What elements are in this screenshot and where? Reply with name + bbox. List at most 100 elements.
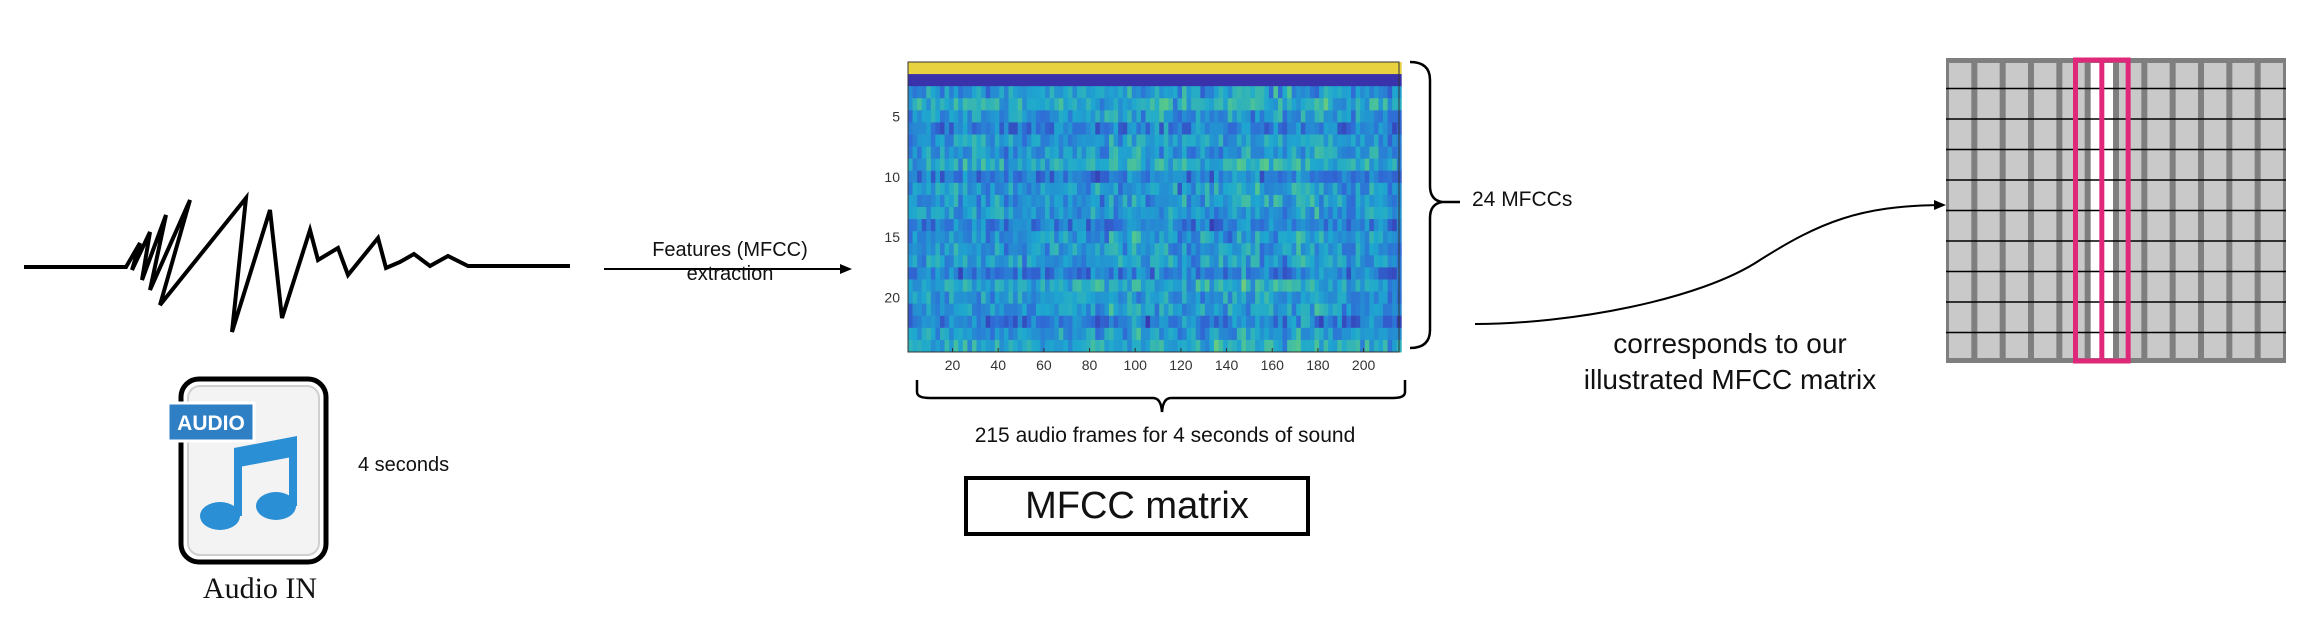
- heatmap-cell: [912, 98, 918, 111]
- heatmap-cell: [990, 207, 996, 220]
- heatmap-cell: [1045, 158, 1050, 172]
- heatmap-cell: [1241, 207, 1247, 220]
- heatmap-cell: [1309, 86, 1315, 99]
- heatmap-cell: [1309, 134, 1315, 147]
- heatmap-cell: [1086, 303, 1092, 317]
- heatmap-cell: [908, 207, 913, 220]
- heatmap-cell: [1328, 98, 1334, 111]
- heatmap-cell: [1145, 315, 1151, 329]
- heatmap-cell: [1218, 291, 1224, 305]
- heatmap-cell: [1268, 146, 1274, 160]
- heatmap-cell: [958, 158, 964, 172]
- heatmap-cell: [958, 146, 964, 160]
- heatmap-cell: [1031, 255, 1037, 268]
- heatmap-cell: [1172, 182, 1178, 196]
- heatmap-cell: [921, 182, 927, 196]
- heatmap-cell: [1013, 170, 1019, 184]
- heatmap-cell: [1268, 134, 1274, 147]
- heatmap-cell: [1378, 207, 1384, 220]
- heatmap-cell: [1172, 146, 1178, 160]
- heatmap-cell: [1373, 267, 1379, 280]
- heatmap-cell: [1003, 291, 1009, 305]
- heatmap-cell: [1250, 219, 1256, 232]
- heatmap-cell: [935, 243, 941, 256]
- audio-badge-text: AUDIO: [177, 412, 245, 435]
- heatmap-cell: [1090, 315, 1096, 329]
- heatmap-cell: [976, 194, 982, 208]
- heatmap-cell: [1154, 110, 1160, 123]
- heatmap-cell: [1378, 339, 1384, 353]
- heatmap-cell: [926, 182, 932, 196]
- heatmap-cell: [1159, 194, 1165, 208]
- heatmap-cell: [1250, 146, 1256, 160]
- heatmap-cell: [1341, 339, 1347, 353]
- heatmap-cell: [1022, 182, 1028, 196]
- heatmap-cell: [1300, 86, 1306, 99]
- heatmap-cell: [1063, 134, 1069, 147]
- heatmap-cell: [926, 231, 932, 244]
- heatmap-cell: [1090, 98, 1096, 111]
- heatmap-cell: [921, 194, 927, 208]
- heatmap-cell: [1232, 86, 1238, 99]
- heatmap-cell: [1095, 243, 1101, 256]
- heatmap-cell: [1003, 303, 1009, 317]
- heatmap-x-tick-label: 160: [1261, 357, 1285, 373]
- heatmap-cell: [1282, 303, 1288, 317]
- heatmap-cell: [985, 207, 991, 220]
- heatmap-cell: [1291, 219, 1297, 232]
- heatmap-cell: [1214, 86, 1219, 99]
- heatmap-cell: [1369, 62, 1375, 75]
- heatmap-cell: [1259, 231, 1265, 244]
- heatmap-cell: [1108, 279, 1114, 292]
- heatmap-cell: [1209, 267, 1215, 280]
- heatmap-cell: [1067, 291, 1073, 305]
- heatmap-cell: [1077, 327, 1082, 341]
- heatmap-cell: [958, 339, 964, 353]
- heatmap-cell: [962, 158, 968, 172]
- heatmap-cell: [1122, 98, 1128, 111]
- heatmap-cell: [1341, 62, 1347, 75]
- heatmap-cell: [939, 243, 945, 256]
- heatmap-cell: [1140, 134, 1146, 147]
- heatmap-cell: [1264, 291, 1270, 305]
- heatmap-cell: [1067, 146, 1073, 160]
- heatmap-cell: [981, 231, 987, 244]
- heatmap-cell: [1328, 74, 1334, 87]
- heatmap-cell: [1077, 267, 1082, 280]
- heatmap-cell: [1067, 279, 1073, 292]
- heatmap-cell: [1314, 158, 1320, 172]
- heatmap-cell: [1045, 339, 1050, 353]
- heatmap-cell: [1095, 231, 1101, 244]
- heatmap-cell: [1287, 327, 1293, 341]
- heatmap-cell: [1063, 194, 1069, 208]
- heatmap-cell: [1099, 62, 1105, 75]
- heatmap-cell: [908, 255, 913, 268]
- heatmap-cell: [1022, 158, 1028, 172]
- heatmap-cell: [1241, 339, 1247, 353]
- heatmap-cell: [1008, 303, 1014, 317]
- heatmap-cell: [1108, 86, 1114, 99]
- heatmap-cell: [976, 62, 982, 75]
- heatmap-cell: [1341, 86, 1347, 99]
- heatmap-cell: [1177, 279, 1183, 292]
- heatmap-cell: [999, 182, 1005, 196]
- heatmap-cell: [1172, 170, 1178, 184]
- heatmap-cell: [1291, 158, 1297, 172]
- heatmap-cell: [990, 339, 996, 353]
- heatmap-cell: [1035, 194, 1041, 208]
- heatmap-cell: [1241, 74, 1247, 87]
- heatmap-cell: [1163, 158, 1169, 172]
- heatmap-cell: [1277, 98, 1283, 111]
- heatmap-cell: [935, 219, 941, 232]
- heatmap-cell: [1332, 74, 1338, 87]
- heatmap-cell: [1245, 194, 1251, 208]
- heatmap-cell: [1022, 134, 1028, 147]
- heatmap-cell: [1058, 303, 1064, 317]
- heatmap-cell: [1186, 219, 1192, 232]
- heatmap-cell: [1058, 255, 1064, 268]
- heatmap-cell: [1296, 291, 1302, 305]
- heatmap-cell: [1232, 303, 1238, 317]
- heatmap-cell: [1159, 62, 1165, 75]
- heatmap-cell: [985, 291, 991, 305]
- heatmap-cell: [1309, 182, 1315, 196]
